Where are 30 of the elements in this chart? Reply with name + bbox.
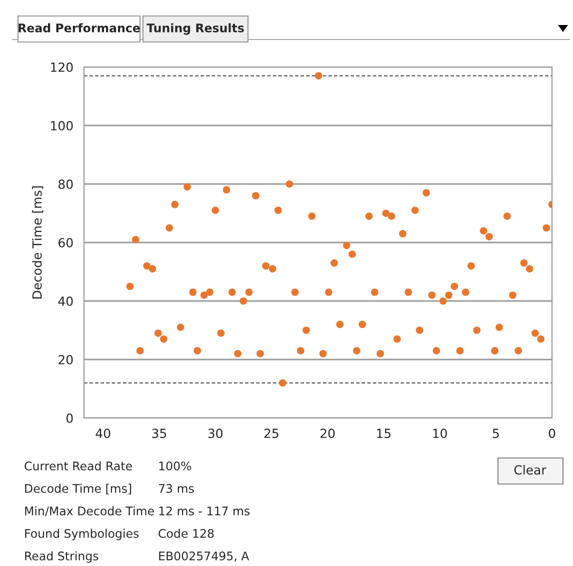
x-tick-label: 30 — [208, 428, 222, 438]
y-tick-label: 0 — [66, 413, 73, 423]
y-tick-label: 20 — [58, 354, 73, 364]
text: Read Strings — [25, 551, 98, 563]
text: Tuning Results — [146, 23, 244, 35]
y-tick-label: 40 — [58, 296, 73, 306]
x-tick-label: 0 — [548, 428, 556, 438]
text: Found Symbologies — [25, 528, 139, 540]
x-tick-label: 25 — [264, 428, 278, 438]
y-tick-label: 100 — [51, 120, 73, 130]
x-tick-label: 35 — [152, 428, 166, 438]
y-tick-label: 120 — [51, 62, 73, 72]
x-tick-label: 40 — [96, 428, 110, 438]
text: Current Read Rate — [24, 461, 132, 470]
text: 100% — [159, 461, 192, 470]
text: Clear — [514, 464, 546, 475]
text: 12 ms - 117 ms — [159, 506, 250, 516]
text: Decode Time [ms] — [25, 484, 132, 494]
text: 73 ms — [158, 484, 194, 493]
text: EB00257495, A — [159, 551, 250, 562]
x-tick-label: 10 — [433, 428, 447, 438]
x-tick-label: 15 — [377, 428, 391, 438]
y-axis-title: Decode Time [ms] — [32, 186, 44, 298]
text: Code 128 — [158, 528, 214, 538]
x-tick-label: 20 — [320, 428, 335, 438]
y-tick-label: 60 — [58, 238, 73, 248]
y-tick-label: 80 — [58, 179, 73, 189]
text: Read Performance — [18, 23, 140, 32]
text: Min/Max Decode Time — [25, 506, 154, 516]
x-tick-label: 5 — [492, 428, 499, 438]
